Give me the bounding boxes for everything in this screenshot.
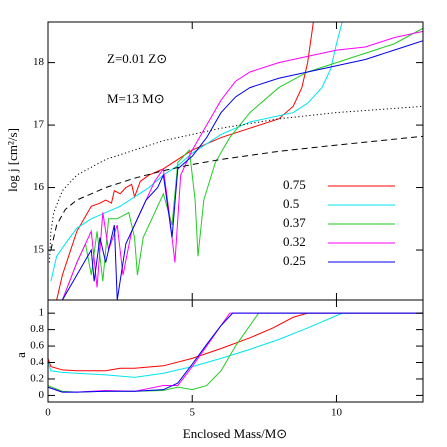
- line: [48, 312, 423, 372]
- y-tick-label: 16: [33, 181, 45, 193]
- y-axis-label: a: [13, 352, 28, 358]
- line: [61, 30, 423, 300]
- line: [61, 40, 423, 300]
- line: [61, 27, 423, 300]
- x-tick-label: 5: [189, 407, 195, 419]
- x-tick-label: 10: [331, 407, 343, 419]
- y-tick-label: 0.2: [30, 372, 44, 384]
- line: [48, 312, 423, 393]
- annotation: Z=0.01 Z⊙: [107, 51, 167, 66]
- x-axis-label: Enclosed Mass/M⊙: [183, 426, 287, 441]
- line: [48, 312, 423, 393]
- y-tick-label: 0: [39, 389, 45, 401]
- legend-label: 0.5: [283, 196, 299, 211]
- x-tick-label: 0: [45, 407, 51, 419]
- y-axis-label: log j [cm²/s]: [5, 128, 20, 192]
- annotation: M=13 M⊙: [107, 91, 165, 106]
- legend-label: 0.37: [283, 215, 306, 230]
- y-tick-label: 0.4: [30, 356, 44, 368]
- y-tick-label: 17: [33, 119, 45, 131]
- y-tick-label: 1: [39, 307, 45, 319]
- legend-label: 0.25: [283, 253, 306, 268]
- y-tick-label: 18: [33, 56, 45, 68]
- line: [56, 22, 314, 300]
- y-tick-label: 15: [33, 244, 45, 256]
- y-tick-label: 0.8: [30, 323, 44, 335]
- line: [50, 135, 423, 251]
- legend-label: 0.75: [283, 177, 306, 192]
- legend-label: 0.32: [283, 234, 306, 249]
- axes-frame: [47, 299, 424, 403]
- line: [48, 312, 423, 393]
- y-tick-label: 0.6: [30, 340, 44, 352]
- plot-area: [48, 312, 423, 393]
- plot-area: [48, 22, 423, 300]
